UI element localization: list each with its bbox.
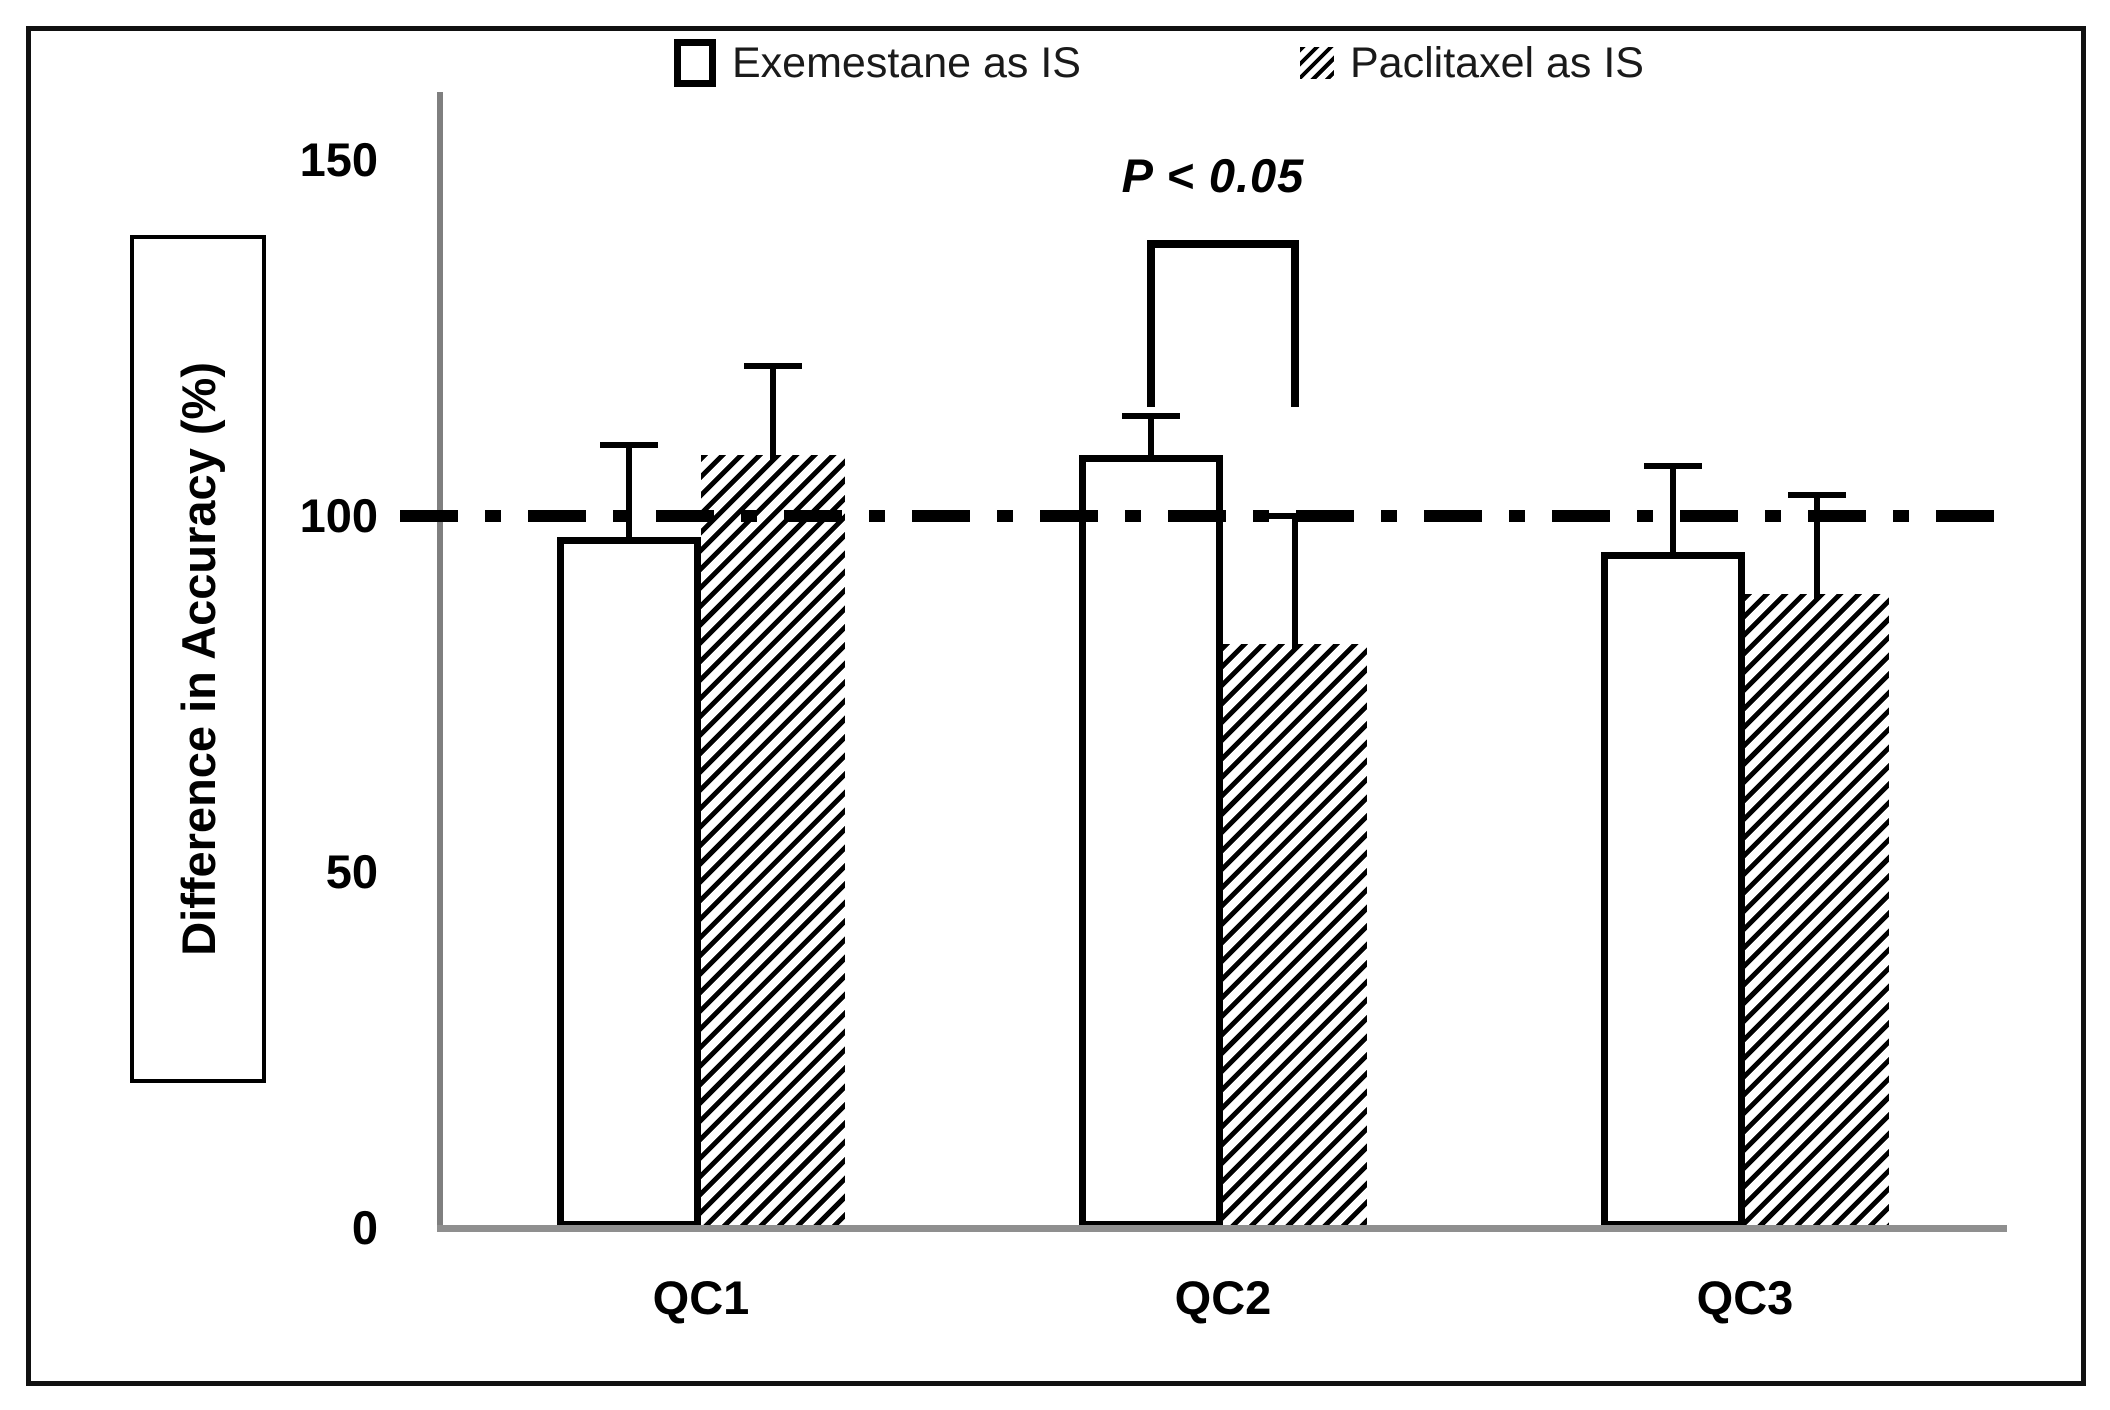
reference-line: [400, 510, 1996, 522]
category-label-qc1: QC1: [652, 1271, 750, 1324]
bar-qc2-exemestane: [1079, 455, 1223, 1228]
significance-bracket-top: [1147, 240, 1299, 248]
tick-label-0: 0: [351, 1201, 378, 1254]
hatched-square-icon: [1300, 47, 1334, 79]
bar-qc3-exemestane: [1601, 551, 1745, 1228]
error-bar-line-qc2-exemestane: [1148, 416, 1154, 462]
bar-qc2-paclitaxel: [1223, 644, 1367, 1228]
error-bar-line-qc1-exemestane: [626, 444, 632, 544]
y-axis-line: [437, 92, 443, 1231]
tick-label-150: 150: [299, 133, 378, 186]
open-square-icon: [674, 39, 716, 87]
error-bar-cap-qc3-exemestane: [1644, 463, 1702, 470]
legend-item-exemestane: Exemestane as IS: [674, 34, 1081, 92]
error-bar-cap-qc1-exemestane: [600, 441, 658, 448]
error-bar-line-qc3-exemestane: [1670, 466, 1676, 558]
x-axis-line: [437, 1225, 2007, 1232]
error-bar-cap-qc1-paclitaxel: [744, 363, 802, 370]
significance-bracket-left-leg: [1147, 240, 1155, 407]
y-axis-title-box: Difference in Accuracy (%): [130, 235, 266, 1083]
error-bar-cap-qc2-paclitaxel: [1266, 513, 1324, 519]
legend-label-paclitaxel: Paclitaxel as IS: [1350, 39, 1644, 87]
error-bar-cap-qc2-exemestane: [1122, 413, 1180, 420]
bar-qc1-exemestane: [557, 537, 701, 1228]
error-bar-line-qc1-paclitaxel: [770, 366, 776, 462]
p-value-label: P < 0.05: [1121, 149, 1305, 202]
error-bar-line-qc3-paclitaxel: [1814, 494, 1820, 601]
category-label-qc3: QC3: [1696, 1271, 1794, 1324]
error-bar-line-qc2-paclitaxel: [1292, 516, 1298, 651]
tick-label-50: 50: [325, 845, 378, 898]
legend-item-paclitaxel: Paclitaxel as IS: [1300, 34, 1644, 92]
bar-qc1-paclitaxel: [701, 455, 845, 1228]
tick-label-100: 100: [299, 489, 378, 542]
legend-label-exemestane: Exemestane as IS: [732, 39, 1081, 87]
category-label-qc2: QC2: [1174, 1271, 1272, 1324]
error-bar-cap-qc3-paclitaxel: [1788, 491, 1846, 498]
bar-qc3-paclitaxel: [1745, 594, 1889, 1228]
significance-bracket-right-leg: [1291, 240, 1299, 407]
